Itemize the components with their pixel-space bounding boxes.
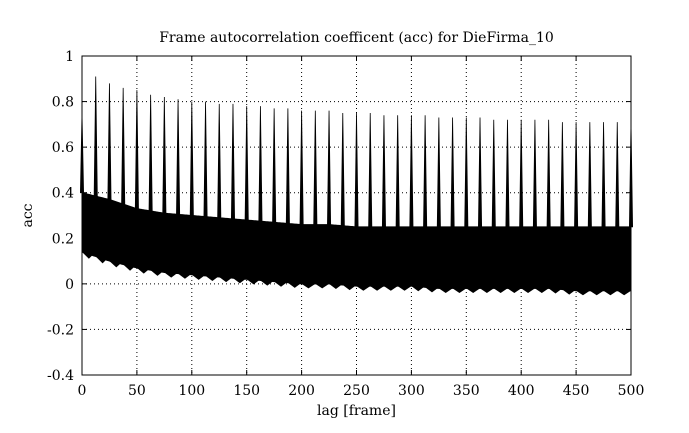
acc-spike xyxy=(409,115,414,228)
acc-spike xyxy=(615,122,620,228)
acc-spike xyxy=(107,83,112,200)
acc-spike xyxy=(134,90,139,210)
acc-spike xyxy=(313,110,318,226)
acc-spike xyxy=(450,117,455,228)
y-tick-label: 0.8 xyxy=(52,95,74,111)
x-tick-label: 50 xyxy=(128,383,146,399)
y-tick-label: 1 xyxy=(65,49,74,65)
acc-spike xyxy=(148,94,153,212)
x-tick-label: 150 xyxy=(233,383,260,399)
acc-spike xyxy=(176,99,181,215)
acc-spike xyxy=(436,117,441,228)
x-tick-label: 300 xyxy=(398,383,425,399)
acc-spike xyxy=(560,122,565,228)
data-series xyxy=(79,76,634,296)
acc-spike xyxy=(464,117,469,228)
acc-spike xyxy=(285,108,290,224)
acc-spike xyxy=(299,110,304,226)
y-tick-label: -0.4 xyxy=(47,368,74,384)
acc-spike xyxy=(189,101,194,216)
acc-spike xyxy=(258,106,263,222)
x-tick-label: 400 xyxy=(508,383,535,399)
acc-spike xyxy=(230,103,235,220)
acc-spike xyxy=(491,119,496,228)
y-tick-label: 0.2 xyxy=(52,231,74,247)
acc-spike xyxy=(368,112,373,228)
acc-spike xyxy=(505,119,510,228)
acc-spike xyxy=(423,115,428,228)
acc-spike xyxy=(601,122,606,228)
acc-spike xyxy=(519,119,524,228)
acc-spike xyxy=(162,97,167,214)
x-tick-label: 350 xyxy=(453,383,480,399)
acc-spike xyxy=(546,119,551,228)
plot-frame xyxy=(81,55,632,376)
acc-spike xyxy=(395,115,400,228)
axis-ticks: 0 50 100 150 200 250 300 350 400 450 500 -0.4 -0.2 0 0… xyxy=(47,49,644,399)
y-tick-label: -0.2 xyxy=(47,322,74,338)
acc-spike xyxy=(354,112,359,228)
acc-spike xyxy=(327,110,332,226)
acc-spike xyxy=(574,122,579,228)
acc-spike xyxy=(587,122,592,228)
y-tick-label: 0 xyxy=(65,277,74,293)
acc-spike xyxy=(93,76,98,197)
acc-spike xyxy=(244,106,249,221)
x-tick-label: 0 xyxy=(78,383,87,399)
acc-spike xyxy=(121,87,126,205)
x-tick-label: 450 xyxy=(563,383,590,399)
x-tick-label: 100 xyxy=(178,383,205,399)
x-tick-label: 500 xyxy=(618,383,645,399)
acc-spike xyxy=(340,112,345,227)
x-tick-label: 200 xyxy=(288,383,315,399)
y-tick-label: 0.6 xyxy=(52,140,74,156)
acc-spike xyxy=(203,101,208,218)
acc-spike xyxy=(272,108,277,223)
x-axis-title: lag [frame] xyxy=(317,403,396,419)
y-tick-label: 0.4 xyxy=(52,186,74,202)
x-tick-label: 250 xyxy=(343,383,370,399)
chart-title: Frame autocorrelation coefficent (acc) f… xyxy=(159,30,554,46)
y-axis-title: acc xyxy=(20,203,36,227)
acc-spike xyxy=(381,115,386,228)
acc-spike xyxy=(478,117,483,228)
acc-spike xyxy=(532,119,537,228)
acc-spike xyxy=(217,103,222,219)
